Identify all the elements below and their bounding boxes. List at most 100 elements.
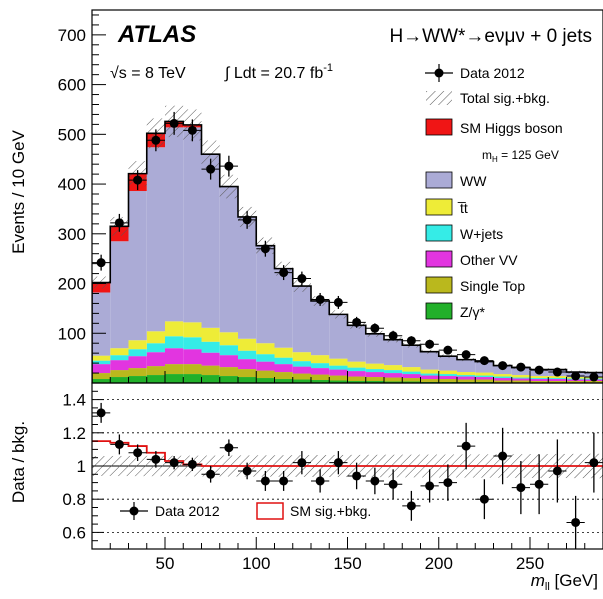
ratio-sig-step (92, 440, 603, 467)
bar-1-20 (457, 379, 476, 383)
bar-3-11 (292, 361, 311, 367)
bar-5-0 (92, 292, 111, 356)
ratio-point-2 (133, 448, 143, 458)
data-point-0 (96, 258, 106, 268)
bar-0-14 (347, 381, 366, 383)
bar-5-7 (219, 186, 238, 333)
data-point-1 (114, 218, 124, 228)
process-label: H→WW*→eνμν + 0 jets (389, 26, 592, 47)
bar-4-25 (548, 376, 567, 379)
data-point-24 (534, 365, 544, 375)
ratio-legend-sig-swatch (256, 502, 284, 520)
bar-1-7 (219, 367, 238, 377)
legend-data-marker (425, 64, 453, 82)
bar-5-16 (384, 339, 403, 366)
bar-1-27 (584, 381, 603, 383)
bar-3-24 (530, 378, 549, 380)
legend-total-swatch (426, 91, 452, 105)
bar-0-11 (292, 379, 311, 383)
bar-2-10 (274, 364, 293, 373)
bar-2-24 (530, 379, 549, 382)
ratio-point-3 (151, 454, 161, 464)
bar-0-9 (256, 378, 275, 383)
bar-2-20 (457, 376, 476, 380)
ratio-point-7 (224, 443, 234, 453)
bar-3-23 (511, 377, 530, 379)
bar-4-7 (219, 332, 238, 346)
x-axis-label: mll [GeV] (531, 571, 598, 593)
lumi-label: ∫ Ldt = 20.7 fb-1 (224, 62, 333, 82)
bar-0-8 (238, 377, 257, 383)
legend-othervv-swatch (425, 250, 453, 268)
bar-4-8 (238, 338, 257, 351)
bar-4-20 (457, 372, 476, 376)
data-point-12 (315, 294, 325, 304)
bar-1-1 (110, 370, 129, 378)
main-ytick-label-400: 400 (58, 175, 86, 194)
bar-5-15 (365, 333, 384, 364)
bar-4-13 (329, 358, 348, 366)
ratio-point-9 (260, 476, 270, 486)
data-point-23 (516, 362, 526, 372)
ratio-point-24 (534, 479, 544, 489)
bar-4-4 (165, 321, 184, 337)
energy-label: √s = 8 TeV (110, 65, 186, 82)
bar-1-11 (292, 373, 311, 380)
main-ylabel: Events / 10 GeV (9, 129, 28, 253)
bar-3-6 (201, 341, 220, 353)
legend-ww-swatch (425, 171, 453, 189)
ratio-ytick-label-1.2: 1.2 (62, 424, 86, 443)
ratio-band-1 (110, 455, 129, 477)
bar-5-18 (420, 351, 439, 370)
bar-0-0 (92, 379, 111, 383)
legend-ttbar-swatch (425, 198, 453, 216)
ratio-ytick-label-0.6: 0.6 (62, 523, 86, 542)
ratio-point-6 (206, 469, 216, 479)
bar-2-3 (146, 352, 165, 367)
bar-4-15 (365, 363, 384, 370)
bar-1-0 (92, 373, 111, 380)
data-point-27 (589, 372, 599, 382)
bar-5-9 (256, 245, 275, 344)
data-point-7 (224, 161, 234, 171)
bar-3-17 (402, 371, 421, 375)
bar-4-14 (347, 361, 366, 368)
bar-3-3 (146, 343, 165, 353)
bar-1-17 (402, 378, 421, 382)
ratio-legend-sig-label: SM sig.+bkg. (290, 503, 371, 519)
ratio-point-16 (388, 479, 398, 489)
ratio-point-8 (242, 466, 252, 476)
ratio-xtick-label-100: 100 (242, 554, 270, 573)
legend-zgamma-swatch (425, 302, 453, 320)
ratio-ytick-label-1.4: 1.4 (62, 391, 86, 410)
ratio-xtick-label-250: 250 (516, 554, 544, 573)
data-point-18 (425, 339, 435, 349)
bar-0-10 (274, 379, 293, 383)
bar-0-12 (311, 380, 330, 383)
bar-1-16 (384, 377, 403, 382)
bar-4-12 (311, 355, 330, 364)
ratio-legend: Data 2012 SM sig.+bkg. (120, 502, 371, 520)
bar-5-10 (274, 268, 293, 348)
ratio-point-25 (552, 466, 562, 476)
bar-0-3 (146, 375, 165, 383)
data-point-21 (479, 356, 489, 366)
bar-2-9 (256, 361, 275, 371)
bar-5-19 (438, 356, 457, 371)
ratio-point-15 (370, 476, 380, 486)
data-point-13 (333, 297, 343, 307)
annotations: ATLAS H→WW*→eνμν + 0 jets √s = 8 TeV ∫ L… (110, 21, 592, 82)
data-point-3 (151, 135, 161, 145)
legend-higgs-label: SM Higgs boson (460, 120, 563, 136)
bar-5-2 (128, 191, 147, 341)
bar-2-15 (365, 372, 384, 378)
legend-singletop-swatch (425, 276, 453, 294)
bar-1-26 (566, 381, 585, 383)
bar-4-22 (493, 374, 512, 377)
bar-3-12 (311, 363, 330, 369)
bar-4-0 (92, 355, 111, 361)
ratio-axes: 0.6 0.8 1 1.2 1.4 50 100 150 200 250 (62, 382, 603, 573)
bar-4-17 (402, 367, 421, 372)
ratio-band-2 (128, 455, 147, 477)
